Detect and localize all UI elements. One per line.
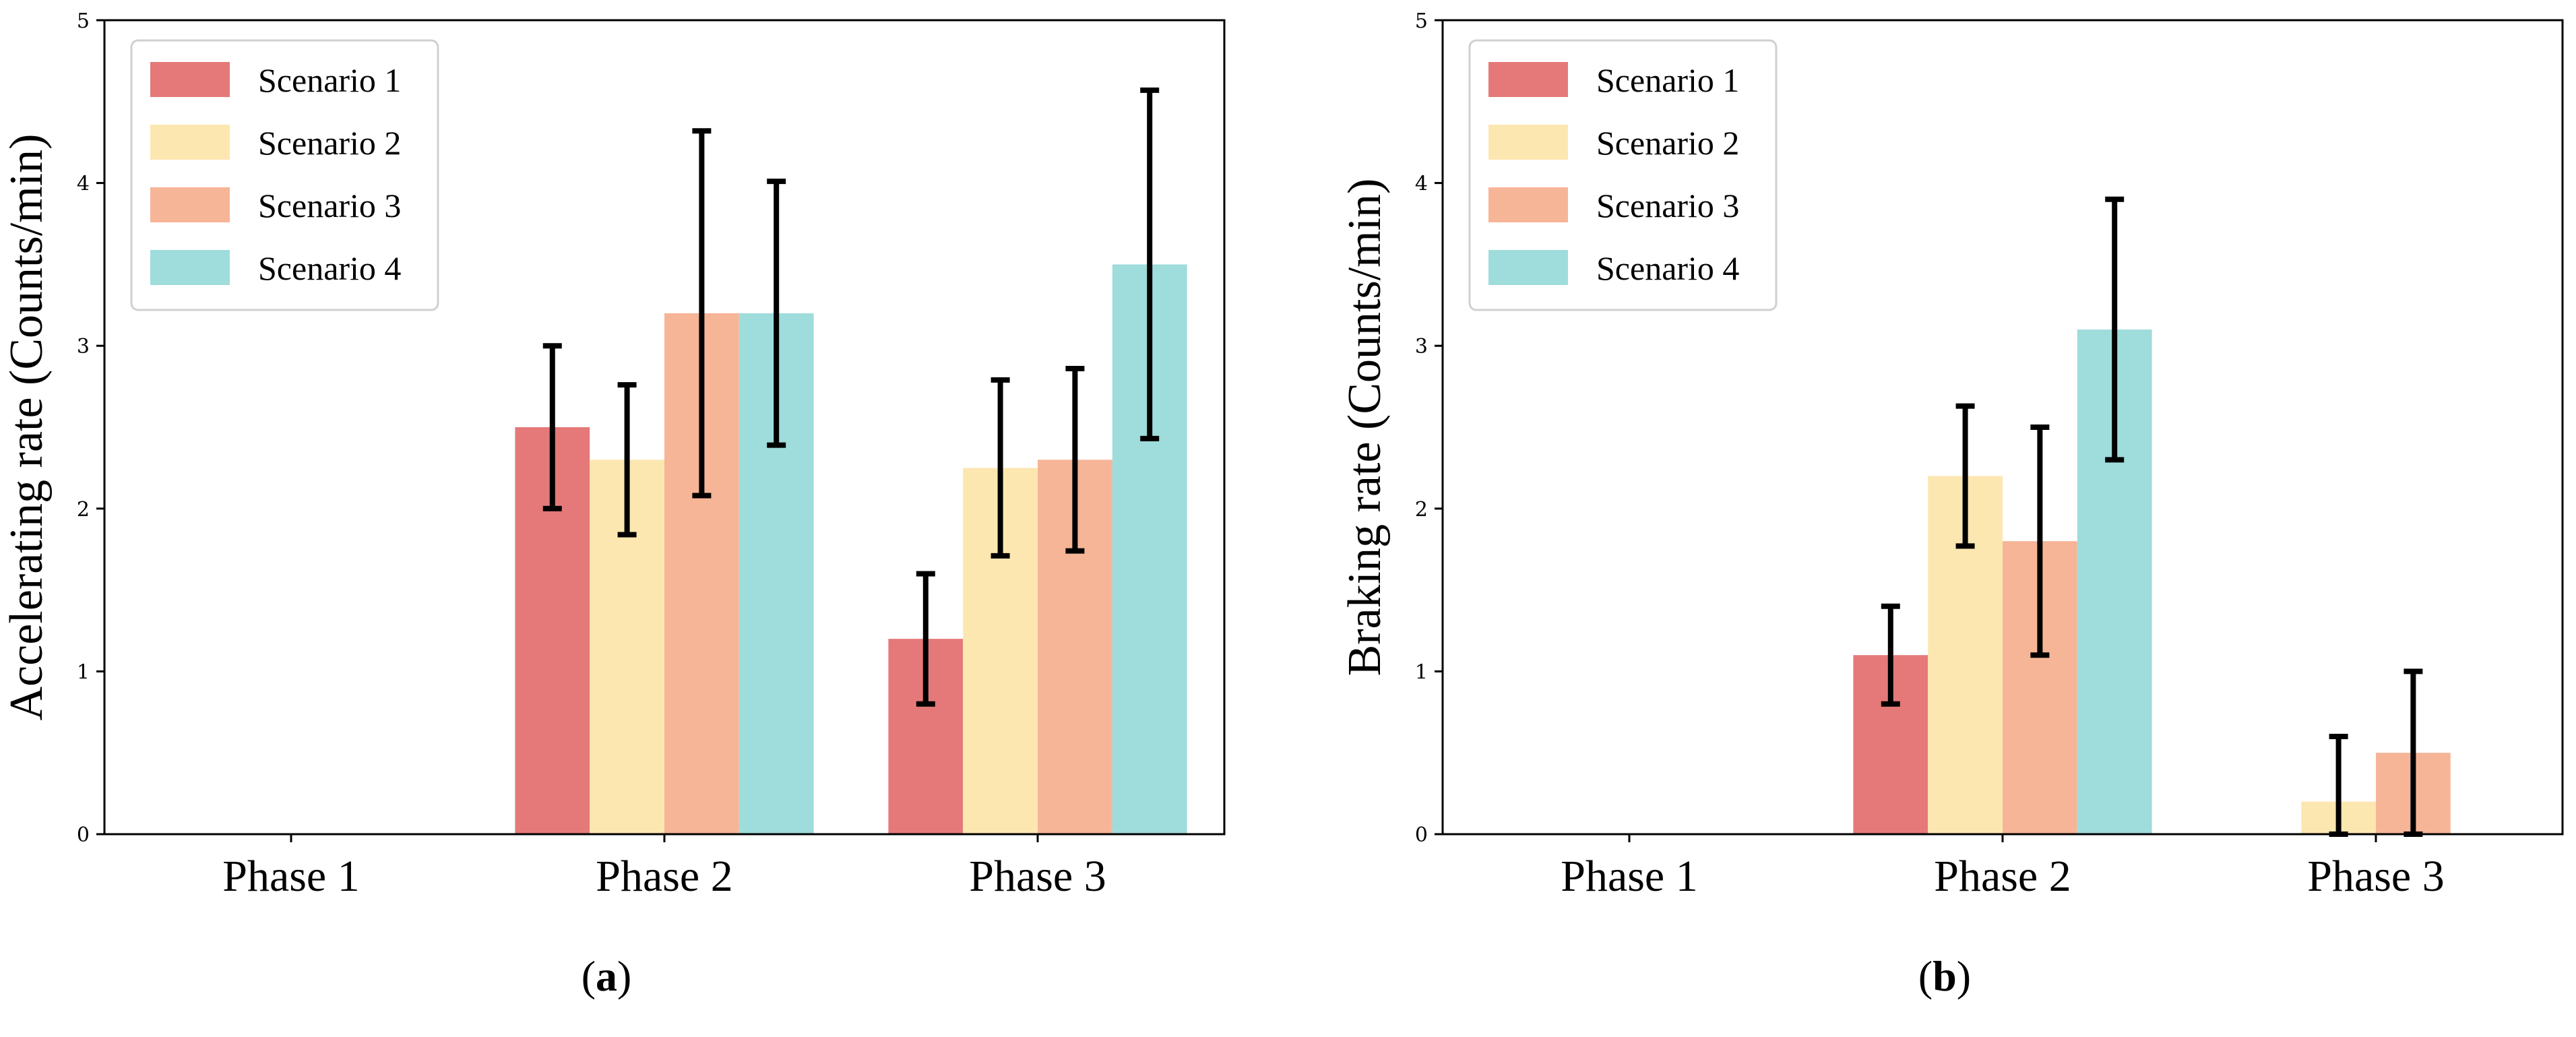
error-bar xyxy=(2030,425,2050,658)
panel-label-open-paren: ( xyxy=(582,952,596,1000)
legend-frame xyxy=(130,39,439,311)
y-tick-label: 3 xyxy=(77,335,90,358)
y-tick-label: 2 xyxy=(1415,498,1428,522)
y-tick-label: 0 xyxy=(77,823,90,847)
legend-swatch xyxy=(1488,250,1568,285)
panel-label: (b) xyxy=(1918,952,1971,1000)
panel-label: (a) xyxy=(582,952,632,1000)
legend-swatch xyxy=(150,125,230,160)
legend-label: Scenario 1 xyxy=(1596,61,1739,99)
error-bar xyxy=(542,343,562,511)
panel-label-letter: a xyxy=(596,952,617,1000)
y-tick-label: 5 xyxy=(1415,9,1428,33)
x-category-label: Phase 1 xyxy=(222,852,359,901)
error-bar xyxy=(767,179,786,448)
legend: Scenario 1 Scenario 2 Scenario 3 Scenario 4 xyxy=(130,39,439,311)
legend-label: Scenario 2 xyxy=(258,124,401,162)
error-bar xyxy=(1955,403,1975,549)
legend-label: Scenario 3 xyxy=(1596,187,1739,224)
legend-label: Scenario 4 xyxy=(258,249,401,287)
y-tick-label: 0 xyxy=(1415,823,1428,847)
y-tick-label: 5 xyxy=(77,9,90,33)
y-tick-label: 4 xyxy=(77,172,90,196)
panel-label-close-paren: ) xyxy=(1957,952,1971,1000)
legend-frame xyxy=(1468,39,1778,311)
error-bar xyxy=(1881,603,1900,707)
legend-swatch xyxy=(150,62,230,97)
panel-label-letter: b xyxy=(1933,952,1957,1000)
legend-swatch xyxy=(1488,62,1568,97)
error-bar xyxy=(991,377,1010,559)
legend-label: Scenario 2 xyxy=(1596,124,1739,162)
y-axis-label: Braking rate (Counts/min) xyxy=(1339,179,1391,677)
y-tick-label: 3 xyxy=(1415,335,1428,358)
legend-swatch xyxy=(150,250,230,285)
x-category-label: Phase 1 xyxy=(1561,852,1697,901)
y-tick-label: 1 xyxy=(77,660,90,684)
chart-panel-b: 0 1 2 3 4 5 Phase 1 Phase 2 Phase 3 Braking rate … xyxy=(1339,9,2564,1000)
y-tick-label: 2 xyxy=(77,498,90,522)
panel-label-close-paren: ) xyxy=(617,952,631,1000)
x-category-label: Phase 2 xyxy=(596,852,732,901)
y-tick-label: 1 xyxy=(1415,660,1428,684)
error-bar xyxy=(2105,196,2125,463)
legend-swatch xyxy=(1488,125,1568,160)
legend: Scenario 1 Scenario 2 Scenario 3 Scenario 4 xyxy=(1468,39,1778,311)
error-bar xyxy=(1140,87,1160,441)
legend-label: Scenario 4 xyxy=(1596,249,1739,287)
legend-label: Scenario 1 xyxy=(258,61,401,99)
legend-label: Scenario 3 xyxy=(258,187,401,224)
legend-swatch xyxy=(1488,187,1568,222)
error-bar xyxy=(1065,366,1085,554)
error-bar xyxy=(916,571,935,707)
error-bar xyxy=(617,382,637,538)
x-category-label: Phase 2 xyxy=(1934,852,2071,901)
x-category-label: Phase 3 xyxy=(2307,852,2444,901)
chart-panel-a: 0 1 2 3 4 5 Phase 1 Phase 2 Phase 3 Accelerating … xyxy=(1,9,1226,1000)
y-axis-label: Accelerating rate (Counts/min) xyxy=(1,134,53,721)
error-bar xyxy=(692,128,712,499)
y-tick-label: 4 xyxy=(1415,172,1428,196)
panel-label-open-paren: ( xyxy=(1918,952,1933,1000)
legend-swatch xyxy=(150,187,230,222)
x-category-label: Phase 3 xyxy=(969,852,1106,901)
